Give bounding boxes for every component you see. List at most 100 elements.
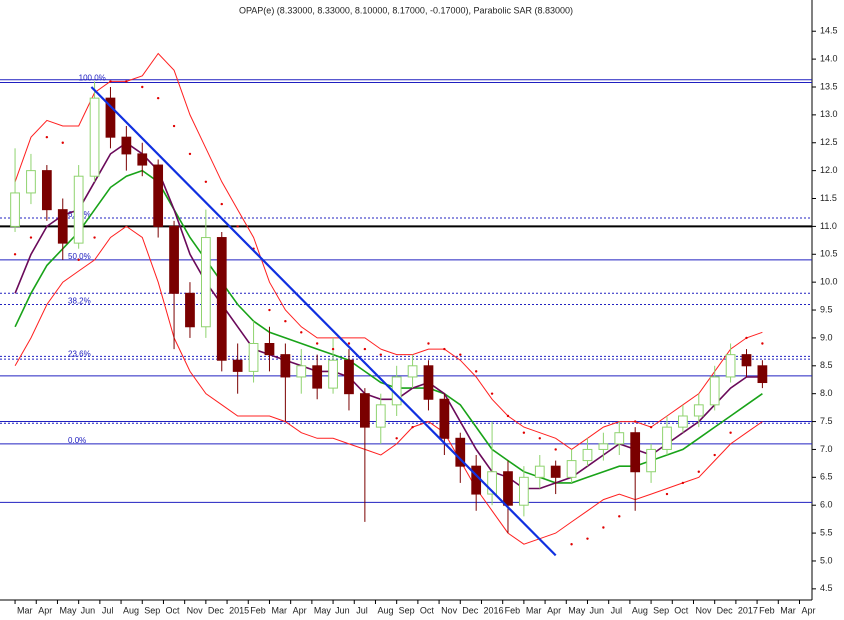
candle-body	[423, 365, 434, 400]
sar-dot	[586, 537, 589, 540]
sar-dot	[315, 342, 319, 345]
candle-body	[73, 175, 84, 244]
candle-body	[566, 460, 577, 478]
x-tick-label: Apr	[38, 605, 52, 615]
candle-body	[89, 97, 100, 177]
candle-body	[26, 170, 36, 194]
candle-body	[10, 192, 20, 227]
x-tick-label: Nov	[187, 605, 204, 615]
x-tick-label: Jul	[102, 605, 114, 615]
y-tick-label: 10.0	[820, 277, 838, 287]
x-tick-label: Oct	[420, 605, 435, 615]
sar-dot	[172, 124, 176, 128]
candle-body	[264, 342, 275, 356]
x-tick-label: Sep	[399, 605, 415, 615]
x-tick-label: Apr	[293, 605, 307, 615]
fib-label: 23.6%	[68, 350, 91, 359]
candle-body	[407, 365, 418, 378]
sar-dot	[697, 470, 700, 473]
x-tick-label: Nov	[695, 605, 712, 615]
sar-dot	[188, 152, 192, 156]
sar-dot	[45, 135, 49, 139]
sar-dot	[125, 80, 128, 83]
x-tick-label: Feb	[505, 605, 521, 615]
candle-body	[757, 365, 768, 384]
sar-dot	[681, 481, 685, 485]
x-tick-label: Feb	[759, 605, 775, 615]
sar-dot	[649, 425, 653, 429]
sar-dot	[363, 347, 367, 351]
trendline	[90, 86, 557, 557]
sar-dot	[395, 437, 398, 440]
sar-dot	[729, 431, 732, 434]
candle-body	[439, 398, 450, 439]
x-tick-label: 2015	[229, 605, 249, 615]
x-tick-label: Apr	[547, 605, 561, 615]
candle-body	[741, 354, 752, 367]
y-tick-label: 11.0	[820, 221, 837, 231]
overlay-line	[14, 52, 763, 451]
x-tick-label: Aug	[123, 605, 139, 615]
fib-label: 50.0%	[68, 252, 91, 261]
sar-dot	[93, 236, 96, 239]
candle-body	[503, 471, 513, 506]
candle-body	[216, 237, 227, 361]
sar-dot	[554, 448, 557, 451]
sar-dot	[490, 392, 494, 395]
y-tick-label: 6.0	[820, 500, 833, 510]
sar-dot	[570, 543, 573, 546]
y-tick-label: 7.0	[820, 444, 833, 454]
candle-body	[312, 365, 323, 389]
candle-body	[693, 404, 704, 417]
x-tick-label: Aug	[632, 605, 648, 615]
candle-body	[121, 136, 132, 155]
fib-label: 0.0%	[68, 436, 86, 445]
sar-dot	[61, 141, 64, 144]
sar-dot	[761, 342, 764, 345]
y-tick-label: 13.0	[820, 109, 838, 119]
y-tick-label: 14.5	[820, 26, 838, 36]
candle-body	[185, 292, 195, 328]
sar-dot	[141, 85, 144, 89]
x-tick-label: Mar	[526, 605, 542, 615]
fib-label: 38.2%	[68, 297, 91, 306]
y-tick-label: 12.0	[820, 165, 838, 175]
candle-body	[105, 97, 116, 138]
sar-dot	[618, 515, 621, 518]
y-tick-label: 13.5	[820, 81, 838, 91]
x-tick-label: Mar	[17, 605, 33, 615]
candle-body	[280, 354, 291, 378]
sar-dot	[109, 80, 112, 83]
sar-dot	[538, 437, 541, 440]
x-tick-label: May	[59, 605, 77, 615]
candle-body	[471, 465, 482, 495]
x-tick-label: May	[568, 605, 586, 615]
sar-dot	[347, 342, 351, 345]
sar-dot	[268, 308, 271, 312]
x-tick-label: 2016	[483, 605, 503, 615]
x-tick-label: Aug	[377, 605, 393, 615]
y-tick-label: 11.5	[820, 193, 837, 203]
x-tick-label: May	[314, 605, 332, 615]
candle-body	[630, 432, 641, 473]
y-tick-label: 4.5	[820, 583, 833, 593]
candle-body	[169, 225, 179, 294]
x-tick-label: Oct	[165, 605, 180, 615]
sar-dot	[220, 202, 223, 206]
x-tick-label: Oct	[674, 605, 689, 615]
x-tick-label: Jun	[589, 605, 604, 615]
candle-body	[137, 153, 148, 166]
candle-body	[582, 448, 593, 462]
x-tick-label: Mar	[271, 605, 287, 615]
candle-body	[598, 443, 609, 450]
sar-dot	[300, 331, 303, 334]
sar-dot	[204, 180, 208, 183]
sar-dot	[331, 347, 335, 351]
y-tick-label: 14.0	[820, 53, 838, 63]
candle-body	[296, 365, 307, 378]
sar-dot	[427, 342, 430, 345]
x-tick-label: 2017	[738, 605, 758, 615]
y-tick-label: 8.0	[820, 388, 833, 398]
y-tick-label: 5.0	[820, 555, 833, 565]
